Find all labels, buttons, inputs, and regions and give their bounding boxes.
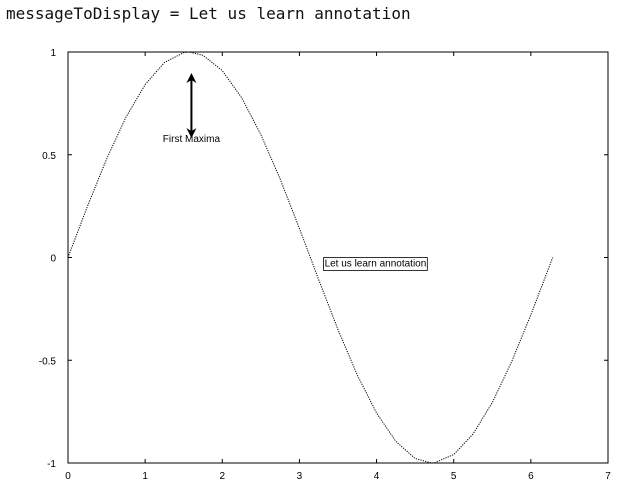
y-tick-label: -1 (47, 459, 56, 470)
annotation-textbox-border (323, 257, 428, 271)
axis-ticks (67, 51, 609, 464)
y-tick-label: 1 (50, 48, 56, 59)
console-output-line: messageToDisplay = Let us learn annotati… (6, 4, 411, 23)
annotations: First Maxima Let us learn annotation (163, 73, 428, 271)
annotation-first-maxima-label: First Maxima (163, 134, 221, 145)
x-tick-label: 4 (374, 471, 380, 482)
y-tick-label: 0.5 (42, 151, 56, 162)
x-tick-label: 0 (65, 471, 71, 482)
x-tick-label: 1 (142, 471, 148, 482)
y-tick-label: -0.5 (39, 356, 57, 367)
y-tick-label: 0 (50, 254, 56, 265)
axis-tick-labels: 0 1 2 3 4 5 6 7 1 0.5 0 -0.5 -1 (39, 48, 611, 482)
x-tick-label: 5 (451, 471, 457, 482)
series-line-sin (67, 51, 554, 464)
x-tick-label: 2 (220, 471, 226, 482)
annotation-textbox-label: Let us learn annotation (325, 259, 427, 270)
x-tick-label: 7 (605, 471, 611, 482)
x-tick-label: 3 (297, 471, 303, 482)
x-tick-label: 6 (528, 471, 534, 482)
